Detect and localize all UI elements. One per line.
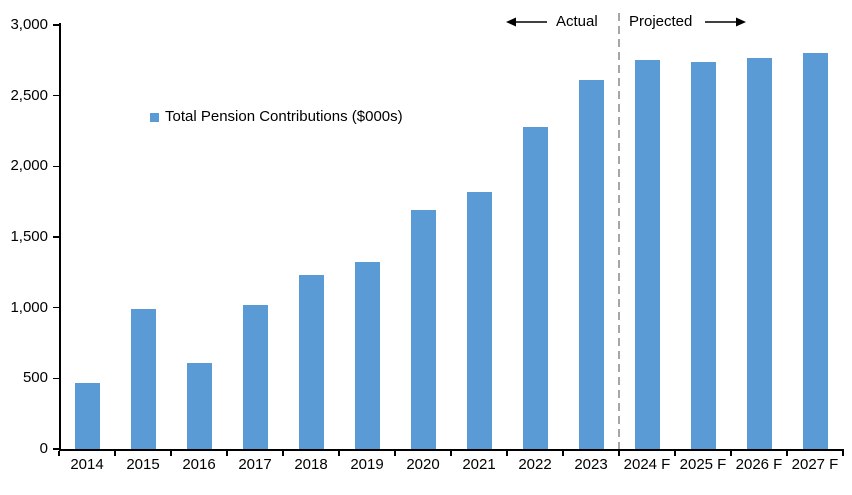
bar-2027F — [802, 53, 828, 449]
y-tick — [53, 306, 59, 309]
x-tick — [450, 450, 452, 456]
x-tick-label: 2018 — [294, 456, 328, 473]
bar-2025F — [690, 61, 716, 449]
x-tick-label: 2021 — [462, 456, 496, 473]
y-tick — [53, 165, 59, 168]
x-tick — [618, 450, 620, 456]
x-tick-label: 2025 F — [679, 456, 727, 473]
x-tick-label: 2022 — [518, 456, 552, 473]
projected-label: Projected — [629, 13, 693, 30]
bar-2016 — [186, 362, 212, 449]
y-tick-label: 1,000 — [10, 298, 48, 316]
y-tick — [53, 448, 59, 450]
y-tick — [53, 236, 59, 238]
arrow-right-icon — [705, 17, 746, 27]
x-tick-label: 2017 — [238, 456, 272, 473]
y-tick — [53, 24, 59, 26]
bar-2017 — [242, 304, 268, 449]
x-tick — [58, 450, 60, 456]
x-tick — [786, 450, 788, 456]
x-tick — [226, 450, 228, 456]
x-tick-label: 2019 — [350, 456, 384, 473]
y-tick-label: 2,000 — [10, 157, 48, 175]
y-tick-label: 2,500 — [10, 86, 48, 104]
x-tick-label: 2023 — [574, 456, 608, 473]
x-tick — [338, 450, 340, 456]
bar-2026F — [746, 57, 772, 449]
y-tick — [53, 94, 59, 97]
x-tick-label: 2014 — [70, 456, 104, 473]
x-tick — [170, 450, 172, 456]
arrow-left-icon — [506, 17, 547, 27]
bar-2014 — [74, 382, 100, 449]
x-tick — [394, 450, 396, 456]
x-tick-label: 2020 — [406, 456, 440, 473]
bar-2023 — [578, 80, 604, 449]
y-axis-line — [59, 23, 61, 449]
y-tick-label: 3,000 — [10, 16, 48, 33]
x-tick-label: 2015 — [126, 456, 160, 473]
y-tick-label: 500 — [22, 369, 48, 387]
bar-2018 — [298, 275, 324, 449]
x-tick-label: 2016 — [182, 456, 216, 473]
x-tick-label: 2024 F — [623, 456, 671, 473]
y-tick-label: 0 — [39, 440, 48, 457]
x-tick — [674, 450, 676, 456]
bar-2019 — [354, 262, 380, 449]
x-tick-label: 2026 F — [735, 456, 783, 473]
x-tick — [842, 450, 844, 456]
legend-marker-icon — [150, 112, 159, 122]
actual-label: Actual — [556, 13, 598, 30]
bar-2021 — [466, 191, 492, 449]
x-tick — [282, 450, 284, 456]
legend-label: Total Pension Contributions ($000s) — [165, 108, 403, 125]
bar-2024F — [634, 60, 660, 449]
x-tick-label: 2027 F — [791, 456, 839, 473]
y-tick — [53, 377, 59, 380]
y-tick-label: 1,500 — [10, 228, 48, 245]
x-tick — [506, 450, 508, 456]
x-axis-line — [59, 449, 844, 451]
actual-projected-separator-line — [618, 13, 620, 449]
legend: Total Pension Contributions ($000s) — [150, 108, 403, 126]
bar-2022 — [522, 126, 548, 449]
bar-2020 — [410, 210, 436, 449]
x-tick — [114, 450, 116, 456]
bar-2015 — [130, 309, 156, 449]
x-tick — [730, 450, 732, 456]
x-tick — [562, 450, 564, 456]
